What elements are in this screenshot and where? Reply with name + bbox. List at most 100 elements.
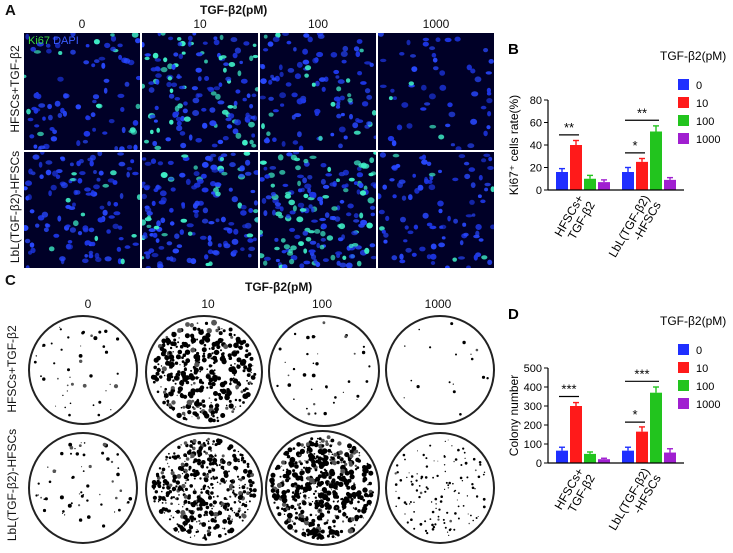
colony-dish-r2c3 [265, 430, 380, 546]
bar [556, 450, 568, 463]
colony-texture [33, 326, 120, 417]
bar [636, 161, 648, 190]
bar [556, 172, 568, 190]
panel-a-row-label-1: HFSCs+TGF-β2 [8, 45, 22, 133]
panel-a-col-2: 100 [307, 17, 329, 31]
significance-label: * [632, 138, 637, 153]
legend-swatch [678, 97, 689, 108]
colony-texture [276, 321, 371, 416]
legend-swatch [678, 398, 689, 409]
y-tick-label: 500 [524, 363, 542, 375]
panel-a-letter: A [5, 2, 16, 19]
colony-dish-r1c1 [28, 315, 138, 425]
legend-entry: 100 [696, 381, 714, 393]
nuclei-texture [142, 152, 258, 268]
panel-letter-d: D [508, 306, 519, 323]
panel-a-col-1: 10 [193, 17, 207, 31]
bar [622, 172, 634, 190]
colony-texture [394, 439, 486, 536]
nuclei-texture [378, 152, 494, 268]
micro-image-r2c2 [142, 152, 258, 268]
legend-title: TGF-β2(pM) [660, 49, 726, 63]
nuclei-texture [24, 33, 140, 150]
panel-a-col-3: 1000 [422, 17, 450, 31]
micro-image-r1c4 [378, 33, 494, 150]
micro-image-r1c2 [142, 33, 258, 150]
nuclei-texture [378, 33, 494, 150]
legend-swatch [678, 115, 689, 126]
colony-dish-r2c2 [145, 432, 263, 546]
colony-texture [151, 437, 257, 541]
panel-a-col-0: 0 [78, 17, 86, 31]
x-category-label: HFSCs+TGF-β2 [552, 192, 598, 245]
panel-a-header: TGF-β2(pM) [200, 3, 268, 17]
nuclei-texture [142, 33, 258, 150]
chart-b: B TGF-β2(pM) 0 20 40 60 80 Ki67⁺ cells rate(%) *… [507, 41, 726, 267]
stain-legend: Ki67 DAPI [28, 35, 79, 47]
y-tick-label: 80 [530, 95, 542, 107]
micro-image-r2c3 [260, 152, 376, 268]
panel-c-row-label-1: HFSCs+TGF-β2 [5, 325, 19, 413]
y-tick-label: 100 [524, 439, 542, 451]
legend-entry: 10 [696, 98, 708, 110]
colony-dish-r2c1 [28, 432, 138, 544]
bar [570, 145, 582, 190]
colony-dish-r1c2 [145, 315, 263, 429]
panel-letter-b: B [508, 41, 519, 58]
significance-label: ** [637, 105, 647, 120]
panel-c-col-3: 1000 [424, 297, 452, 311]
micro-image-r2c4 [378, 152, 494, 268]
legend-swatch [678, 133, 689, 144]
legend-entry: 1000 [696, 134, 720, 146]
colony-texture [150, 319, 257, 423]
significance-label: ** [564, 120, 574, 135]
y-tick-label: 200 [524, 420, 542, 432]
bar [650, 392, 662, 463]
bar [570, 406, 582, 463]
legend-entry: 0 [696, 80, 702, 92]
legend-swatch [678, 380, 689, 391]
legend-swatch [678, 362, 689, 373]
bar [584, 178, 596, 190]
colony-dish-r2c4 [385, 432, 495, 544]
legend-title: TGF-β2(pM) [660, 314, 726, 328]
legend-entry: 0 [696, 345, 702, 357]
bar [584, 453, 596, 463]
panel-c-row-label-2: LbL(TGF-β2)-HFSCs [5, 428, 19, 542]
dapi-label: DAPI [53, 35, 79, 47]
colony-dish-r1c3 [268, 315, 380, 427]
nuclei-texture [260, 152, 376, 268]
bar [598, 459, 610, 463]
x-category-label: LbL(TGF-β2)-HFSCs [606, 193, 664, 267]
colony-texture [403, 322, 489, 416]
panel-c-col-0: 0 [84, 297, 92, 311]
colony-texture [269, 435, 375, 540]
panel-c-header: TGF-β2(pM) [245, 280, 313, 294]
panel-a-row-label-2: LbL(TGF-β2)-HFSCs [8, 150, 22, 264]
y-tick-label: 20 [530, 163, 542, 175]
bar [664, 452, 676, 463]
significance-label: * [632, 407, 637, 422]
bar [622, 450, 634, 463]
panel-c-col-1: 10 [201, 297, 215, 311]
significance-label: *** [561, 382, 576, 397]
y-tick-label: 0 [536, 458, 542, 470]
micro-image-r1c1: Ki67 DAPI [24, 33, 140, 150]
x-category-label: LbL(TGF-β2)-HFSCs [606, 466, 664, 540]
bar [664, 179, 676, 190]
x-category-label: HFSCs+TGF-β2 [552, 465, 598, 518]
legend-entry: 100 [696, 116, 714, 128]
legend-swatch [678, 79, 689, 90]
y-tick-label: 0 [536, 185, 542, 197]
panel-c-col-2: 100 [311, 297, 333, 311]
bar [598, 182, 610, 190]
colony-texture [35, 442, 133, 528]
legend-swatch [678, 344, 689, 355]
micro-image-r2c1 [24, 152, 140, 268]
legend-entry: 1000 [696, 399, 720, 411]
bar [636, 431, 648, 463]
y-axis-label: Ki67⁺ cells rate(%) [507, 95, 521, 195]
ki67-label: Ki67 [28, 35, 51, 47]
bar [650, 131, 662, 190]
